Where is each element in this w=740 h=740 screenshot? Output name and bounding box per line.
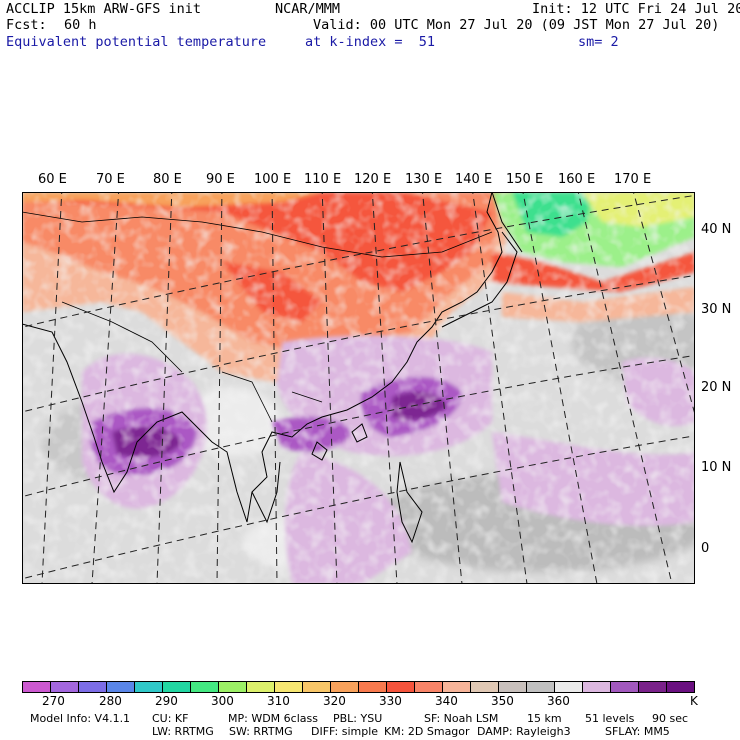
model-title: ACCLIP 15km ARW-GFS init: [6, 1, 202, 17]
colorbar-tick: 360: [547, 694, 570, 708]
colorbar-swatch: [331, 682, 359, 692]
lat-label: 20 N: [701, 380, 732, 395]
footer-damp: DAMP: Rayleigh3: [477, 725, 571, 738]
forecast-label: Fcst:: [6, 17, 47, 33]
lat-label: 40 N: [701, 222, 732, 237]
lon-label: 150 E: [506, 172, 544, 187]
colorbar-unit: K: [690, 694, 698, 708]
smoothing: sm= 2: [578, 34, 619, 50]
colorbar-tick: 330: [379, 694, 402, 708]
colorbar-swatch: [79, 682, 107, 692]
colorbar-swatch: [667, 682, 694, 692]
colorbar-swatch: [555, 682, 583, 692]
colorbar-tick: 320: [323, 694, 346, 708]
lon-label: 110 E: [304, 172, 342, 187]
valid-time: Valid: 00 UTC Mon 27 Jul 20 (09 JST Mon …: [313, 17, 720, 33]
colorbar-swatch: [583, 682, 611, 692]
colorbar-swatch: [219, 682, 247, 692]
colorbar: [22, 681, 695, 693]
footer-levels: 51 levels: [585, 712, 635, 725]
lon-label: 60 E: [38, 172, 67, 187]
lon-label: 170 E: [614, 172, 652, 187]
texture: [22, 192, 695, 584]
colorbar-swatch: [107, 682, 135, 692]
lon-label: 100 E: [254, 172, 292, 187]
footer-sw: SW: RRTMG: [229, 725, 293, 738]
lon-label: 70 E: [96, 172, 125, 187]
colorbar-tick: 310: [267, 694, 290, 708]
footer-sflay: SFLAY: MM5: [605, 725, 670, 738]
colorbar-swatch: [443, 682, 471, 692]
colorbar-swatch: [275, 682, 303, 692]
colorbar-swatch: [499, 682, 527, 692]
center-label: NCAR/MMM: [275, 1, 341, 17]
colorbar-tick: 270: [42, 694, 65, 708]
colorbar-tick: 280: [99, 694, 122, 708]
footer-pbl: PBL: YSU: [333, 712, 383, 725]
footer-dt: 90 sec: [652, 712, 689, 725]
colorbar-swatch: [163, 682, 191, 692]
colorbar-swatch: [415, 682, 443, 692]
colorbar-swatch: [387, 682, 415, 692]
lon-label: 160 E: [558, 172, 596, 187]
colorbar-tick: 290: [155, 694, 178, 708]
footer-sf: SF: Noah LSM: [424, 712, 499, 725]
footer-res: 15 km: [527, 712, 562, 725]
colorbar-swatch: [135, 682, 163, 692]
lat-label: 0: [701, 541, 710, 556]
borders: [22, 211, 493, 423]
colorbar-swatch: [359, 682, 387, 692]
footer-cu: CU: KF: [152, 712, 189, 725]
colorbar-swatch: [303, 682, 331, 692]
forecast-hour: 60 h: [64, 17, 97, 33]
lon-label: 80 E: [153, 172, 182, 187]
footer-lw: LW: RRTMG: [152, 725, 214, 738]
colorbar-swatch: [191, 682, 219, 692]
colorbar-swatch: [23, 682, 51, 692]
field-name: Equivalent potential temperature: [6, 34, 267, 50]
colorbar-swatch: [611, 682, 639, 692]
colorbar-swatch: [247, 682, 275, 692]
coastlines: [22, 192, 523, 544]
lon-label: 140 E: [455, 172, 493, 187]
footer-km: KM: 2D Smagor: [384, 725, 470, 738]
level-index: at k-index = 51: [305, 34, 436, 50]
footer-model-info: Model Info: V4.1.1: [30, 712, 131, 725]
colorbar-tick: 350: [491, 694, 514, 708]
lon-label: 120 E: [354, 172, 392, 187]
colorbar-tick: 340: [435, 694, 458, 708]
lon-label: 90 E: [206, 172, 235, 187]
colorbar-swatch: [527, 682, 555, 692]
lon-label: 130 E: [405, 172, 443, 187]
footer-diff: DIFF: simple: [311, 725, 379, 738]
lat-label: 10 N: [701, 460, 732, 475]
theta-e-map: [22, 192, 695, 584]
lat-label: 30 N: [701, 302, 732, 317]
colorbar-swatch: [471, 682, 499, 692]
init-time: Init: 12 UTC Fri 24 Jul 20: [532, 1, 740, 17]
colorbar-swatch: [639, 682, 667, 692]
footer-mp: MP: WDM 6class: [228, 712, 318, 725]
colorbar-tick: 300: [211, 694, 234, 708]
colorbar-swatch: [51, 682, 79, 692]
graticule: [22, 192, 695, 584]
